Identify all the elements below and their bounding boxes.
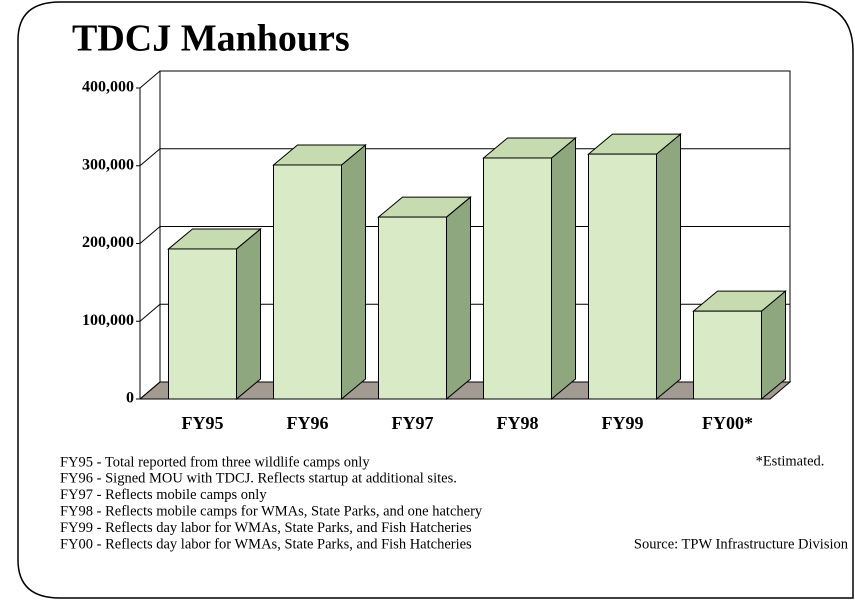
note: FY98 - Reflects mobile camps for WMAs, S… [60,504,483,520]
note: FY97 - Reflects mobile camps only [60,487,267,503]
bar [483,157,552,400]
grid-line [139,381,161,400]
bar-side [236,227,261,401]
y-tick-label: 300,000 [82,156,134,173]
bar [378,216,447,400]
bar [693,310,762,400]
note: FY96 - Signed MOU with TDCJ. Reflects st… [60,471,457,487]
grid-line [139,148,161,167]
x-tick-label: FY00* [702,413,753,433]
x-tick-label: FY99 [602,413,644,433]
bar [588,153,657,400]
y-tick-label: 100,000 [82,312,134,329]
x-tick-label: FY96 [287,413,329,433]
bar-side [656,133,681,401]
chart-title: TDCJ Manhours [72,18,350,60]
y-tick-label: 0 [126,390,134,407]
x-tick-label: FY95 [182,413,224,433]
grid-line [139,70,161,89]
bar-side [551,136,576,401]
y-tick-label: 400,000 [82,79,134,96]
bar [168,248,237,400]
note: FY00 - Reflects day labor for WMAs, Stat… [60,536,472,552]
x-tick-label: FY98 [497,413,539,433]
footnote: *Estimated. [756,453,825,469]
bar-side [341,143,366,401]
grid-line [139,226,161,244]
bar [273,164,342,400]
note: FY95 - Total reported from three wildlif… [60,454,370,470]
source: Source: TPW Infrastructure Division [634,536,849,552]
bar-side [446,195,471,401]
y-tick-label: 200,000 [82,234,134,251]
x-tick-label: FY97 [392,413,434,433]
note: FY99 - Reflects day labor for WMAs, Stat… [60,520,472,536]
grid-line [139,303,161,322]
